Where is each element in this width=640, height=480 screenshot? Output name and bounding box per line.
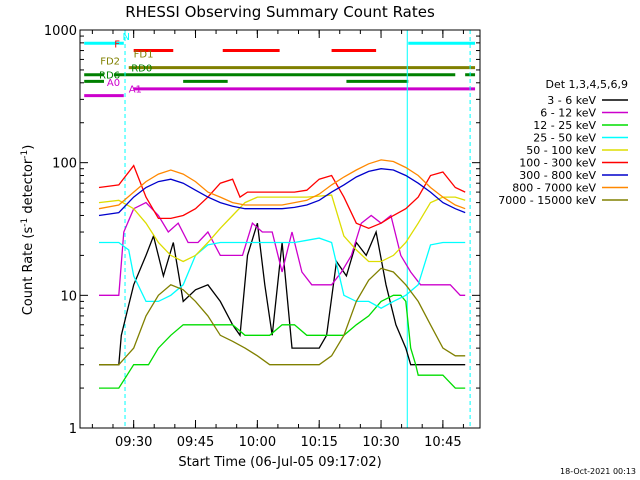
series-line-2 [99,294,466,389]
y-axis-label: Count Rate (s-1 detector-1) [20,145,36,316]
legend-entry-7: 800 - 7000 keV [512,182,596,195]
series-line-5 [98,164,466,230]
legend-entry-2: 12 - 25 keV [533,119,596,132]
y-tick-label-0: 1 [69,422,77,437]
axes-layer: 1 10 100 1000 09:30 09:45 10:00 10:15 10:30 10:45 [44,24,481,450]
x-tick-label-1: 09:45 [177,435,214,450]
x-tick-label-0: 09:30 [115,435,152,450]
y-axis-label-main: Count Rate (s [21,227,36,316]
y-axis-label-mid: detector [21,158,36,218]
flag-label-rd0: RD0 [131,64,152,75]
footer-timestamp: 18-Oct-2021 00:13 [560,467,636,476]
series-layer [98,159,466,389]
flag-label-f: F [114,40,120,51]
x-tick-label-3: 10:15 [300,435,337,450]
y-tick-label-1: 10 [60,289,77,304]
x-tick-label-2: 10:00 [239,435,276,450]
x-axis-label: Start Time (06-Jul-05 09:17:02) [178,455,381,470]
series-line-3 [99,237,466,309]
flag-label-fd1: FD1 [134,49,154,60]
legend-entry-4: 50 - 100 keV [526,144,596,157]
y-tick-label-2: 100 [52,157,77,172]
series-line-0 [99,223,466,366]
legend-entry-1: 6 - 12 keV [540,107,596,120]
legend-title: Det 1,3,4,5,6,9 [545,78,628,91]
series-line-4 [98,194,466,263]
plot-frame [79,29,481,429]
flag-label-a1: A1 [129,85,142,96]
legend-entry-8: 7000 - 15000 keV [498,194,596,207]
series-line-6 [98,168,466,217]
flag-label-n: N [123,32,130,43]
x-tick-label-4: 10:30 [362,435,399,450]
y-axis-label-sup2: -1 [20,150,30,159]
y-tick-label-3: 1000 [44,24,77,39]
legend-entry-5: 100 - 300 keV [519,157,596,170]
legend-entry-6: 300 - 800 keV [519,169,596,182]
legend-entry-3: 25 - 50 keV [533,132,596,145]
series-line-1 [99,201,466,296]
chart-title: RHESSI Observing Summary Count Rates [125,3,435,21]
y-axis-label-end: ) [21,145,36,150]
svg-text:Count Rate (s-1 detector-1): Count Rate (s-1 detector-1) [20,145,36,316]
series-line-7 [98,159,466,210]
y-axis-label-sup: -1 [20,218,30,227]
x-tick-label-5: 10:45 [424,435,461,450]
series-line-8 [99,267,466,366]
flag-label-rd6: RD6 [99,70,120,81]
flag-label-a0: A0 [107,78,120,89]
legend-entry-0: 3 - 6 keV [547,94,596,107]
flag-label-fd2: FD2 [100,57,120,68]
